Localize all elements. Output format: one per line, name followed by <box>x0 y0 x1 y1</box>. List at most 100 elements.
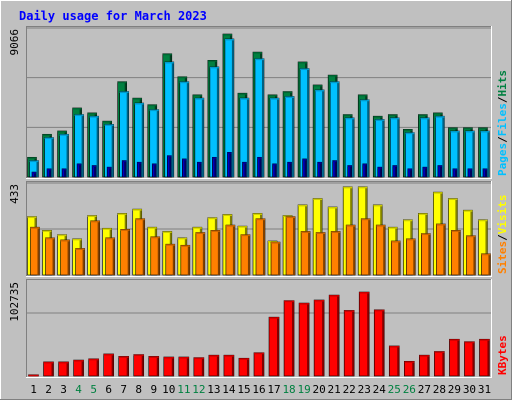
x-label-day-24: 24 <box>373 383 387 396</box>
bar-kbytes-2 <box>43 361 54 377</box>
bar-pages-3 <box>61 168 67 178</box>
bar-pages-16 <box>257 156 262 178</box>
bar-kbytes-21 <box>328 294 340 377</box>
x-label-day-20: 20 <box>313 383 326 396</box>
bar-sites-11 <box>180 244 191 276</box>
bar-pages-9 <box>151 163 157 178</box>
legend-visits-sites: Sites/Visits <box>496 195 509 275</box>
bar-kbytes-28 <box>434 351 445 377</box>
bar-pages-14 <box>227 152 232 178</box>
bar-pages-10 <box>166 155 172 178</box>
bar-kbytes-3 <box>58 361 69 377</box>
bar-pages-7 <box>121 160 127 178</box>
bar-pages-28 <box>437 165 443 178</box>
bar-kbytes-23 <box>358 291 370 377</box>
bar-sites-31 <box>481 253 491 276</box>
x-label-day-2: 2 <box>45 383 52 396</box>
bar-kbytes-15 <box>238 357 250 377</box>
legend-hits-files-pages: Pages/Files/Hits <box>496 70 509 176</box>
x-label-day-1: 1 <box>30 383 37 396</box>
x-label-day-22: 22 <box>343 383 356 396</box>
x-label-day-3: 3 <box>60 383 67 396</box>
bar-pages-25 <box>392 165 398 178</box>
bar-pages-15 <box>242 161 247 178</box>
x-label-day-27: 27 <box>418 383 431 396</box>
bar-kbytes-20 <box>313 299 325 377</box>
x-axis-day-labels: 1 2 3 4 5 6 7 8 9 10 11 12 13 14 15 16 17 18 19 20 21 22 23 24 2… <box>30 383 491 396</box>
bar-pages-22 <box>347 165 352 178</box>
panel-visits-sites: 433 Sites/Visits <box>8 181 509 277</box>
legend-separator: / <box>496 234 509 241</box>
bar-kbytes-4 <box>73 359 84 377</box>
x-label-day-17: 17 <box>267 383 280 396</box>
bar-pages-17 <box>272 163 277 178</box>
bar-pages-1 <box>31 171 37 178</box>
bar-kbytes-12 <box>193 357 205 377</box>
legend-separator: / <box>496 96 509 103</box>
bar-pages-18 <box>287 161 292 178</box>
x-label-day-31: 31 <box>478 383 491 396</box>
bar-kbytes-30 <box>464 341 475 377</box>
bar-sites-21 <box>330 231 341 276</box>
bar-sites-23 <box>360 218 371 276</box>
bar-sites-10 <box>165 243 176 276</box>
series-sites <box>30 216 491 276</box>
x-label-day-5: 5 <box>90 383 97 396</box>
bar-sites-4 <box>75 248 85 276</box>
x-label-day-30: 30 <box>463 383 476 396</box>
x-label-day-7: 7 <box>120 383 127 396</box>
legend-item-visits: Visits <box>496 195 509 235</box>
bar-pages-27 <box>422 166 428 178</box>
bar-sites-12 <box>195 232 206 276</box>
y-max-label: 102735 <box>8 282 21 322</box>
bar-sites-29 <box>451 230 461 276</box>
bar-pages-5 <box>91 165 97 178</box>
bar-kbytes-31 <box>479 338 490 377</box>
bar-sites-19 <box>300 231 311 276</box>
bar-sites-25 <box>390 240 401 276</box>
bar-kbytes-16 <box>253 352 265 377</box>
x-label-day-14: 14 <box>222 383 236 396</box>
bar-pages-4 <box>76 163 82 178</box>
legend-item-files: Files <box>496 103 509 136</box>
bar-kbytes-18 <box>283 300 295 377</box>
bar-pages-21 <box>332 160 337 178</box>
bar-kbytes-22 <box>343 310 355 377</box>
x-label-day-19: 19 <box>297 383 310 396</box>
bar-kbytes-9 <box>148 356 160 377</box>
bar-sites-30 <box>466 235 476 276</box>
bar-pages-20 <box>317 161 322 178</box>
bar-sites-28 <box>436 223 446 276</box>
bar-pages-2 <box>46 168 52 178</box>
bar-kbytes-29 <box>449 338 460 377</box>
legend-kbytes: KBytes <box>496 335 509 375</box>
bar-kbytes-8 <box>133 354 145 377</box>
legend-item-pages: Pages <box>496 143 509 176</box>
x-label-day-28: 28 <box>433 383 446 396</box>
bar-kbytes-13 <box>208 354 220 377</box>
bar-pages-12 <box>197 161 202 178</box>
bar-pages-6 <box>106 166 112 178</box>
bar-sites-15 <box>240 234 251 276</box>
bar-sites-13 <box>210 230 221 276</box>
y-max-label: 433 <box>8 184 21 204</box>
bar-kbytes-17 <box>268 316 280 377</box>
chart-title: Daily usage for March 2023 <box>19 9 207 23</box>
series-files <box>29 38 490 178</box>
bar-sites-2 <box>45 237 55 276</box>
x-label-day-21: 21 <box>328 383 341 396</box>
bar-pages-11 <box>182 158 187 178</box>
x-label-day-12: 12 <box>192 383 205 396</box>
legend-item-hits: Hits <box>496 70 509 97</box>
bar-pages-24 <box>377 166 383 178</box>
bar-sites-24 <box>375 224 386 276</box>
bar-sites-22 <box>345 224 356 276</box>
series-pages <box>31 152 488 178</box>
x-label-day-25: 25 <box>388 383 401 396</box>
x-label-day-23: 23 <box>358 383 371 396</box>
bar-sites-20 <box>315 232 326 276</box>
x-label-day-15: 15 <box>237 383 250 396</box>
legend-item-kbytes: KBytes <box>496 335 509 375</box>
bar-sites-18 <box>285 216 296 276</box>
